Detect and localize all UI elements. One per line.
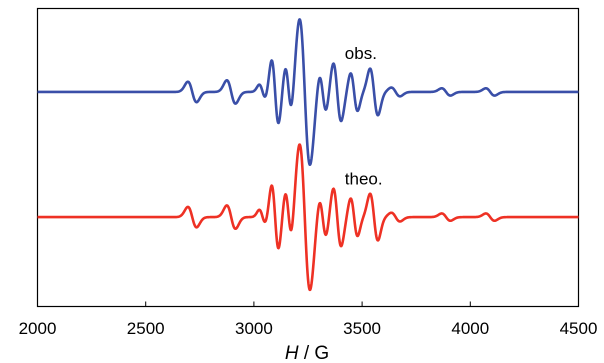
x-tick-label: 4500	[560, 319, 598, 338]
x-axis-title-unit: / G	[299, 343, 330, 363]
x-tick-label: 3000	[235, 319, 273, 338]
plot-frame	[36, 7, 580, 308]
series-annotation-obs: obs.	[345, 44, 377, 63]
x-tick-label: 2000	[19, 319, 57, 338]
x-tick-label: 3500	[343, 319, 381, 338]
x-axis-title: H / G	[285, 343, 329, 363]
series-annotation-theo: theo.	[345, 169, 383, 188]
series-line-theo	[36, 143, 580, 292]
series-layer	[36, 18, 580, 292]
series-annotations: obs. theo.	[345, 44, 383, 188]
x-axis-title-symbol: H	[285, 343, 299, 363]
x-axis-ticks: 2000 2500 3000 3500 4000 4500	[19, 301, 598, 338]
x-tick-label: 4000	[451, 319, 489, 338]
x-tick-label: 2500	[127, 319, 165, 338]
series-line-obs	[36, 18, 580, 167]
